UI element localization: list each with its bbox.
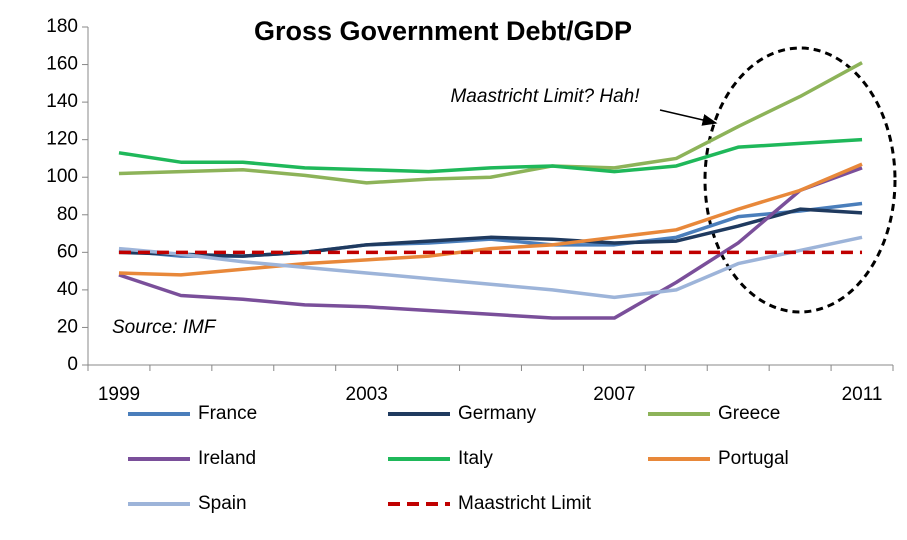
arrow xyxy=(659,109,718,126)
x-tick-label: 2007 xyxy=(593,384,635,405)
legend-label: Greece xyxy=(718,403,780,424)
y-tick-label: 100 xyxy=(46,166,78,187)
legend-label: France xyxy=(198,403,257,424)
y-tick-label: 20 xyxy=(57,316,78,337)
legend-label: Portugal xyxy=(718,448,789,469)
series-line xyxy=(118,207,863,258)
x-tick-label: 2003 xyxy=(346,384,388,405)
annotation: Source: IMF xyxy=(112,317,217,338)
series-line xyxy=(118,137,863,174)
y-tick-label: 80 xyxy=(57,204,78,225)
annotation: Maastricht Limit? Hah! xyxy=(450,86,640,107)
y-tick-label: 160 xyxy=(46,54,78,75)
x-tick-label: 1999 xyxy=(98,384,140,405)
y-tick-label: 40 xyxy=(57,279,78,300)
legend-label: Spain xyxy=(198,493,247,514)
x-tick-label: 2011 xyxy=(842,384,883,405)
y-tick-label: 180 xyxy=(46,16,78,37)
y-tick-label: 140 xyxy=(46,91,78,112)
chart-title: Gross Government Debt/GDP xyxy=(254,16,632,46)
legend-label: Ireland xyxy=(198,448,256,469)
series-line xyxy=(118,162,863,277)
y-tick-label: 120 xyxy=(46,129,78,150)
series-line xyxy=(118,61,863,185)
series-line xyxy=(118,166,863,320)
highlight-ellipse xyxy=(703,46,897,314)
series-line xyxy=(118,235,863,300)
legend-label: Italy xyxy=(458,448,493,469)
legend-label: Maastricht Limit xyxy=(458,493,592,514)
y-tick-label: 60 xyxy=(57,241,78,262)
legend-label: Germany xyxy=(458,403,537,424)
y-tick-label: 0 xyxy=(67,354,78,375)
